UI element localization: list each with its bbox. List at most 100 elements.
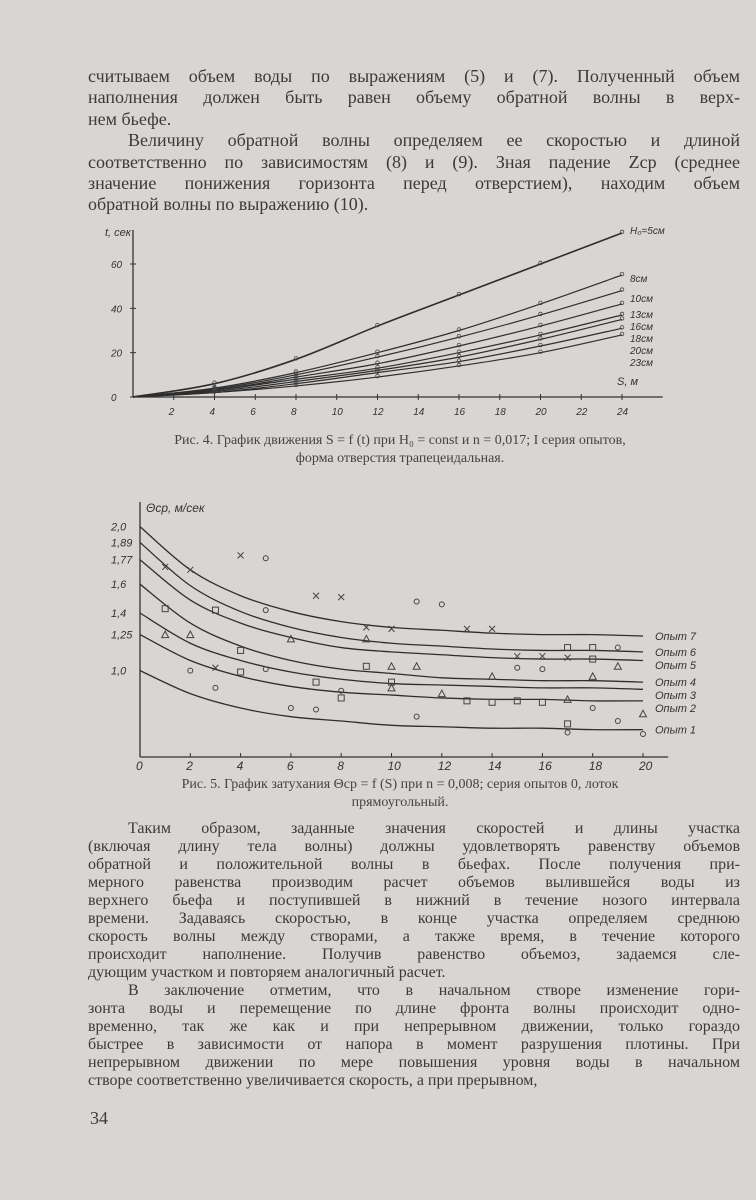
marker-circle	[438, 601, 445, 608]
caption-line: Рис. 4. График движения S = f (t) при H₀…	[174, 433, 626, 448]
x-tick-label: 24	[616, 407, 629, 418]
x-tick-label: 2	[185, 759, 193, 772]
x-tick-label: 8	[291, 407, 297, 418]
marker-square	[237, 668, 245, 676]
marker-square	[564, 644, 572, 652]
text-line: временно, так же как и при непрерывном д…	[88, 1018, 740, 1035]
marker-cross	[312, 592, 320, 600]
series-line	[132, 327, 623, 398]
caption-line: прямоугольный.	[351, 795, 449, 810]
marker-triangle	[160, 630, 170, 639]
marker-triangle	[362, 634, 371, 643]
series-label: 10см	[630, 294, 653, 305]
data-point	[619, 325, 625, 330]
series-label: Опыт 6	[655, 647, 697, 659]
marker-circle	[262, 666, 269, 673]
marker-cross	[237, 552, 244, 559]
text-line: быстрее в зависимости от напора в момент…	[88, 1036, 740, 1053]
marker-triangle	[437, 689, 447, 698]
marker-square	[538, 698, 546, 706]
data-point	[456, 291, 462, 297]
marker-circle	[413, 713, 420, 720]
series-label: Опыт 2	[655, 703, 696, 715]
data-point	[212, 389, 217, 394]
data-point	[293, 371, 299, 377]
series-line	[132, 314, 623, 398]
x-tick-label: 4	[210, 407, 216, 418]
data-point	[293, 382, 299, 388]
marker-circle	[262, 555, 269, 562]
series-line	[132, 232, 623, 398]
marker-triangle	[638, 709, 648, 718]
data-point	[456, 342, 462, 348]
marker-cross	[337, 593, 345, 601]
series-label: 16см	[630, 322, 653, 333]
y-tick-label: 1,6	[111, 579, 127, 591]
marker-triangle	[487, 671, 497, 680]
marker-circle	[614, 644, 621, 651]
series-line	[139, 541, 644, 653]
marker-circle	[413, 598, 420, 605]
marker-circle	[187, 667, 194, 674]
y-tick-label: 1,89	[111, 537, 132, 549]
marker-square	[362, 662, 370, 670]
y-tick-label: 1,25	[111, 630, 133, 642]
marker-circle	[338, 687, 345, 694]
marker-cross	[539, 652, 546, 660]
marker-circle	[313, 706, 320, 713]
data-point	[375, 353, 380, 359]
marker-circle	[564, 729, 571, 736]
data-point	[538, 331, 543, 337]
data-point	[293, 373, 299, 379]
text-top: считываем объем воды по выражениям (5) и…	[88, 66, 740, 216]
marker-triangle	[185, 630, 195, 639]
data-point	[293, 380, 299, 385]
x-tick-label: 22	[575, 407, 588, 418]
marker-triangle	[387, 661, 396, 670]
marker-cross	[362, 624, 370, 631]
series-line	[139, 559, 644, 662]
series-line	[139, 634, 644, 702]
data-point	[619, 316, 625, 321]
marker-triangle	[286, 634, 296, 643]
figure-5-caption: Рис. 5. График затухания Θср = f (S) при…	[100, 776, 700, 812]
text-line: Величину обратной волны определяем ее ск…	[128, 130, 740, 151]
marker-square	[513, 697, 521, 705]
x-tick-label: 18	[495, 407, 507, 418]
data-point	[456, 349, 462, 354]
marker-circle	[640, 730, 646, 737]
data-point	[375, 364, 380, 370]
marker-square	[161, 605, 169, 613]
series-line	[139, 670, 644, 731]
text-line: происходит наполнение. Получив равенство…	[88, 946, 740, 963]
y-tick-label: 60	[111, 260, 123, 271]
marker-square	[312, 678, 320, 686]
marker-square	[211, 606, 219, 614]
y-tick-label: 1,77	[111, 555, 133, 567]
x-tick-label: 8	[337, 759, 344, 772]
series-label: 18см	[630, 334, 653, 345]
data-point	[293, 369, 299, 374]
x-tick-label: 16	[538, 759, 552, 772]
x-axis-label: S, м	[617, 376, 638, 388]
x-tick-label: 4	[237, 759, 244, 772]
figure-5-chart: Θср, м/сек 0 2 4 6 8 10 12 14 16 18 20 2,0 1,89 1,77 1,…	[110, 501, 697, 772]
data-point	[538, 342, 543, 348]
x-tick-label: 10	[332, 407, 344, 418]
data-point	[619, 229, 625, 235]
data-point	[375, 322, 380, 328]
data-point	[619, 287, 625, 292]
data-point	[538, 322, 543, 328]
series-line	[139, 583, 644, 683]
data-point	[456, 353, 462, 359]
marker-cross	[186, 566, 194, 574]
data-point	[538, 349, 543, 354]
marker-square	[564, 720, 572, 728]
data-point	[212, 380, 217, 385]
y-tick-label: 1,0	[111, 666, 127, 678]
text-line: В заключение отметим, что в начальном ст…	[128, 982, 740, 999]
data-point	[293, 356, 299, 361]
data-point	[293, 376, 299, 381]
series-line	[139, 526, 644, 637]
y-tick-label: 40	[111, 304, 123, 315]
